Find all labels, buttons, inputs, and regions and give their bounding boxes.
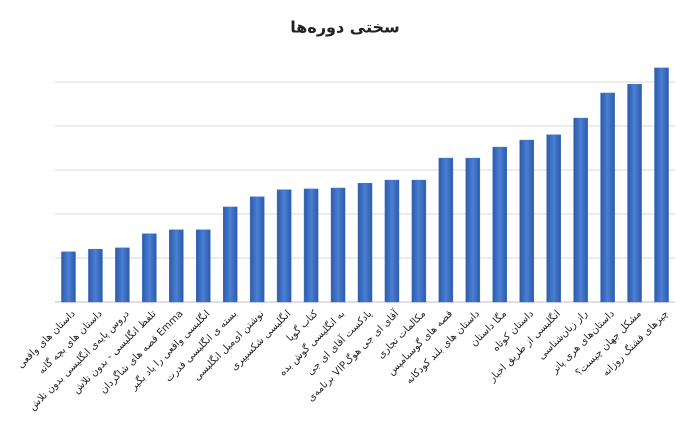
bar <box>627 83 642 303</box>
bar <box>249 196 265 303</box>
bar <box>600 92 615 303</box>
bar <box>169 229 184 303</box>
bar <box>142 233 157 303</box>
bar <box>519 139 534 303</box>
bar <box>384 179 400 303</box>
bar <box>222 206 238 303</box>
bar <box>196 229 211 303</box>
bar <box>573 117 588 303</box>
bar <box>115 247 130 303</box>
bar <box>276 189 292 303</box>
bar <box>357 182 373 303</box>
bar <box>438 157 454 303</box>
bar <box>465 157 481 303</box>
bar <box>88 248 103 303</box>
bar <box>303 188 319 303</box>
bar <box>411 179 427 303</box>
chart-title: سختی دوره‌ها <box>290 18 399 37</box>
bar <box>654 67 669 303</box>
bar <box>330 187 346 303</box>
x-tick-label: دروس پایه‌ی انگلیسی بدون تلاش <box>27 308 132 413</box>
bar <box>61 251 76 303</box>
bar <box>492 146 508 303</box>
bar <box>546 134 561 303</box>
